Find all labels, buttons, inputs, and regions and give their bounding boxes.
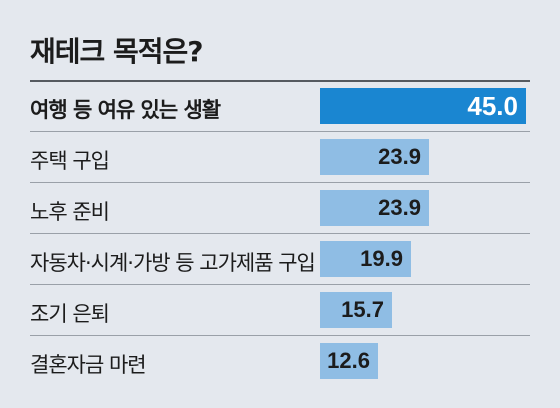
data-label: 45.0 — [467, 91, 518, 121]
category-label: 자동차·시계·가방 등 고가제품 구입 — [30, 251, 316, 275]
data-label: 23.9 — [378, 144, 421, 169]
row-divider — [30, 182, 530, 183]
bar — [320, 139, 429, 175]
row-divider — [30, 284, 530, 285]
bar — [320, 292, 392, 328]
category-label: 조기 은퇴 — [30, 302, 110, 326]
chart-title: 재테크 목적은? — [30, 35, 204, 68]
row-divider — [30, 131, 530, 132]
bar — [320, 343, 378, 379]
bar — [320, 241, 411, 277]
row-divider — [30, 335, 530, 336]
category-label: 여행 등 여유 있는 생활 — [30, 98, 221, 122]
data-label: 12.6 — [327, 348, 370, 373]
data-label: 15.7 — [341, 297, 384, 322]
category-label: 결혼자금 마련 — [30, 353, 147, 377]
category-label: 주택 구입 — [30, 149, 110, 173]
category-label: 노후 준비 — [30, 200, 110, 224]
data-label: 19.9 — [360, 246, 403, 271]
bar — [320, 88, 526, 124]
row-divider — [30, 233, 530, 234]
bar — [320, 190, 429, 226]
title-divider — [30, 80, 530, 82]
data-label: 23.9 — [378, 195, 421, 220]
